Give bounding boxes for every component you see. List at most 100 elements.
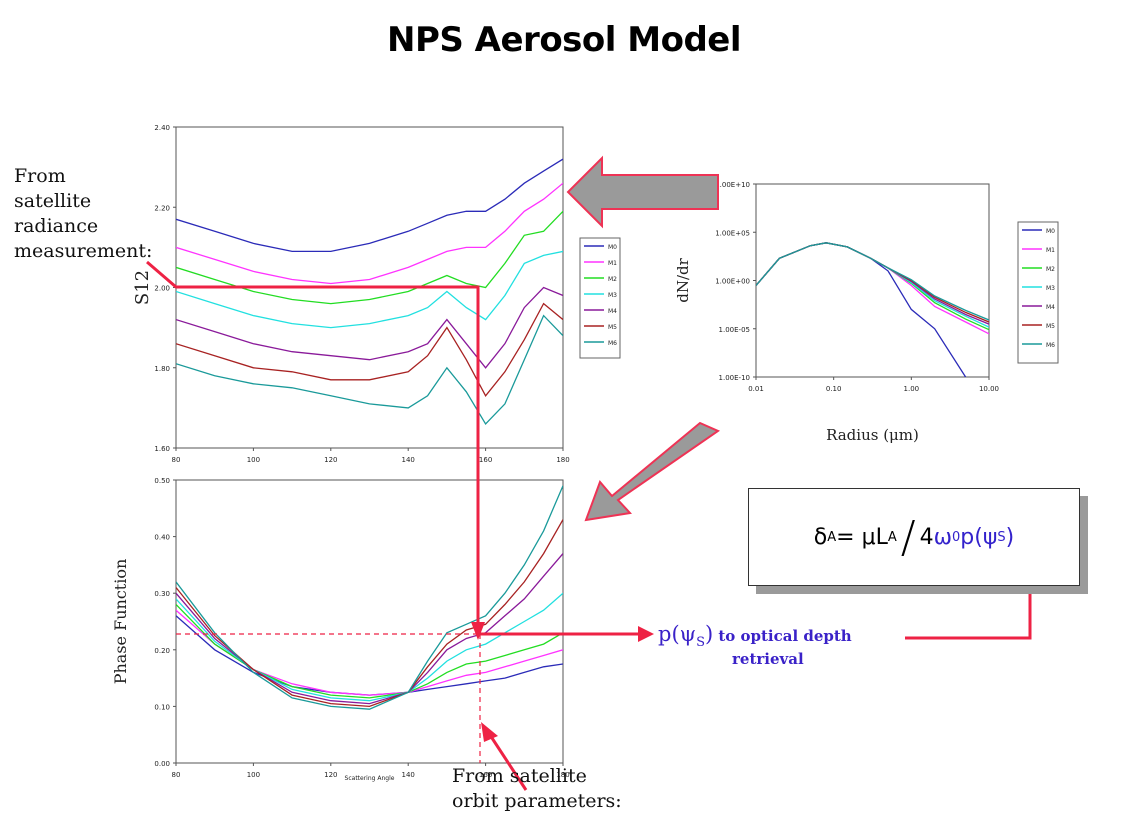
legend-label: M6 bbox=[1046, 342, 1055, 349]
x-tick-label: 140 bbox=[402, 456, 415, 464]
legend-label: M5 bbox=[608, 324, 617, 331]
x-tick-label: 80 bbox=[172, 771, 181, 779]
x-axis-label: Scattering Angle bbox=[345, 775, 395, 782]
size-distribution-chart: 0.01 0.10 1.00 10.00 1.00E-10 1.00E-05 1.00E+0… bbox=[674, 181, 999, 444]
legend-box bbox=[1017, 221, 1059, 364]
orbit-note: From satellite orbit parameters: bbox=[452, 764, 622, 814]
radiance-note-line4: measurement: bbox=[14, 240, 153, 262]
legend-label: M1 bbox=[1046, 247, 1055, 254]
y-tick-label: 1.00E+05 bbox=[715, 229, 750, 237]
retrieval-text-line1: to optical depth bbox=[718, 627, 852, 645]
page-title: NPS Aerosol Model bbox=[386, 20, 742, 60]
retrieval-text-line2: retrieval bbox=[732, 650, 804, 668]
y-tick-label: 2.40 bbox=[154, 124, 170, 132]
series-line-m0 bbox=[756, 242, 967, 377]
y-axis-label: dN/dr bbox=[674, 257, 692, 302]
radiance-note-line3: radiance bbox=[14, 215, 99, 237]
y-tick-label: 2.20 bbox=[154, 204, 170, 212]
series-line-m5 bbox=[176, 302, 563, 397]
x-tick-label: 180 bbox=[556, 771, 569, 779]
legend-label: M2 bbox=[1046, 266, 1055, 273]
legend-box bbox=[579, 237, 621, 359]
y-tick-label: 2.00 bbox=[154, 285, 170, 293]
x-tick-label: 140 bbox=[402, 771, 415, 779]
y-tick-label: 0.10 bbox=[154, 703, 170, 711]
legend-label: M6 bbox=[608, 340, 617, 347]
legend-label: M4 bbox=[608, 308, 617, 315]
series-line-m0 bbox=[176, 158, 563, 253]
series-line-m2 bbox=[176, 604, 563, 699]
dashed-guides bbox=[176, 633, 481, 763]
y-tick-label: 0.30 bbox=[154, 590, 170, 598]
orbit-note-line2: orbit parameters: bbox=[452, 790, 622, 812]
x-tick-label: 100 bbox=[247, 456, 260, 464]
legend-label: M4 bbox=[1046, 304, 1055, 311]
x-tick-label: 1.00 bbox=[904, 385, 920, 393]
s12-legend: M0 M1 M2 M3 M4 M5 M6 bbox=[579, 237, 621, 359]
y-tick-label: 0.20 bbox=[154, 647, 170, 655]
x-tick-label: 0.10 bbox=[826, 385, 842, 393]
gray-arrow-diagonal bbox=[584, 421, 721, 522]
phase-chart-frame bbox=[175, 479, 564, 764]
series-line-m2 bbox=[176, 210, 563, 305]
x-tick-label: 100 bbox=[247, 771, 260, 779]
legend-label: M5 bbox=[1046, 323, 1055, 330]
s12-chart: 80 100 120 140 160 180 1.60 1.80 2.00 2.20 2.40 S12 bbox=[132, 124, 570, 464]
series-line-m6 bbox=[176, 314, 563, 425]
series-line-m4 bbox=[756, 242, 989, 325]
radiance-note: From satellite radiance measurement: bbox=[14, 164, 152, 264]
y-tick-label: 0.50 bbox=[154, 477, 170, 485]
series-line-m3 bbox=[756, 242, 989, 328]
x-tick-label: 10.00 bbox=[979, 385, 999, 393]
series-line-m3 bbox=[176, 250, 563, 329]
p-psi-symbol: p(ψS) bbox=[658, 622, 714, 651]
x-tick-label: 160 bbox=[479, 456, 492, 464]
y-axis-label: S12 bbox=[132, 270, 153, 305]
series-line-m1 bbox=[756, 242, 989, 335]
x-axis-label: Radius (μm) bbox=[826, 426, 919, 444]
y-tick-label: 0.40 bbox=[154, 534, 170, 542]
series-line-m6 bbox=[756, 242, 989, 321]
y-tick-label: 1.60 bbox=[154, 445, 170, 453]
legend-label: M3 bbox=[608, 292, 617, 299]
x-tick-label: 120 bbox=[324, 771, 337, 779]
y-tick-label: 0.00 bbox=[154, 760, 170, 768]
p-psi-annotation: p(ψS) to optical depth retrieval bbox=[658, 622, 852, 668]
series-line-m1 bbox=[176, 182, 563, 285]
gray-arrow-left bbox=[566, 155, 719, 229]
orbit-note-line1: From satellite bbox=[452, 765, 587, 787]
radiance-note-line2: satellite bbox=[14, 190, 92, 212]
series-group bbox=[176, 485, 563, 710]
series-line-m4 bbox=[176, 553, 563, 705]
x-tick-label: 180 bbox=[556, 456, 569, 464]
series-line-m5 bbox=[176, 519, 563, 708]
size-dist-chart-frame bbox=[755, 183, 990, 378]
size-dist-legend: M0 M1 M2 M3 M4 M5 M6 bbox=[1017, 221, 1059, 364]
y-tick-label: 1.00E+10 bbox=[715, 181, 750, 189]
y-tick-label: 1.00E+00 bbox=[715, 278, 750, 286]
radiance-note-line1: From bbox=[14, 165, 66, 187]
legend-label: M2 bbox=[608, 276, 617, 283]
series-group bbox=[176, 158, 563, 425]
phase-function-chart: 80 100 120 140 160 180 0.00 0.10 0.20 0.30 0.40 0.5… bbox=[111, 477, 570, 782]
series-group bbox=[756, 242, 989, 377]
series-line-m6 bbox=[176, 485, 563, 710]
red-flow-lines bbox=[146, 260, 1038, 791]
series-line-m3 bbox=[176, 592, 563, 702]
y-tick-label: 1.00E-10 bbox=[719, 374, 750, 382]
x-tick-label: 80 bbox=[172, 456, 181, 464]
series-line-m4 bbox=[176, 286, 563, 369]
x-tick-label: 160 bbox=[479, 771, 492, 779]
legend-label: M0 bbox=[1046, 228, 1055, 235]
y-tick-label: 1.00E-05 bbox=[719, 326, 750, 334]
legend-label: M1 bbox=[608, 260, 617, 267]
legend-label: M0 bbox=[608, 244, 617, 251]
legend-label: M3 bbox=[1046, 285, 1055, 292]
x-tick-label: 120 bbox=[324, 456, 337, 464]
y-axis-label: Phase Function bbox=[111, 559, 130, 685]
x-tick-label: 0.01 bbox=[748, 385, 764, 393]
series-line-m1 bbox=[176, 609, 563, 696]
